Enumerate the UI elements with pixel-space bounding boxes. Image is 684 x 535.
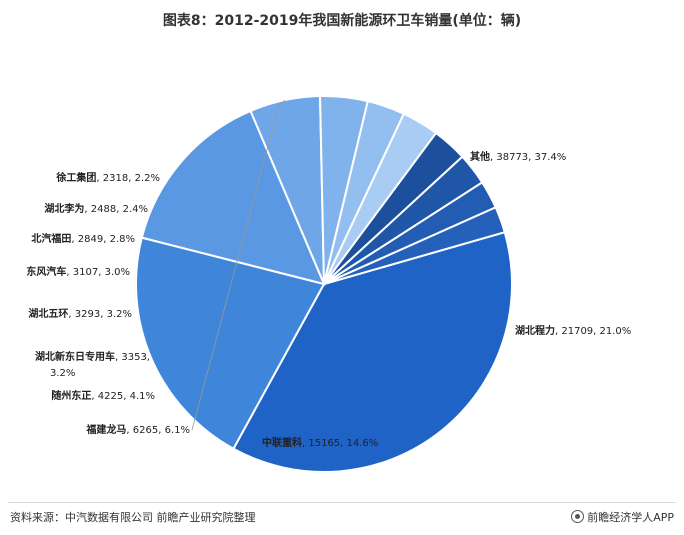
leader-lines [191,99,285,431]
pie-slice [323,206,506,285]
slice-label: 福建龙马, 6265, 6.1% [85,423,190,436]
pie-slice [135,236,326,451]
pie-slice [232,230,513,473]
leader-line [191,99,285,431]
slice-label: 湖北李为, 2488, 2.4% [44,202,148,215]
slice-label: 东风汽车, 3107, 3.0% [26,265,130,278]
footer-divider [8,502,676,503]
slice-label: 湖北程力, 21709, 21.0% [515,324,631,337]
pie-slice [140,109,326,286]
brand-logo-icon [571,510,585,523]
chart-title: 图表8：2012-2019年我国新能源环卫车销量(单位：辆) [162,13,522,29]
slice-label: 随州东正, 4225, 4.1% [51,389,155,402]
pie-slices [135,95,513,473]
slice-label: 中联重科, 15165, 14.6% [262,436,378,449]
brand-text: 前瞻经济学人APP [587,511,674,524]
pie-chart: 其他, 38773, 37.4% 湖北程力, 21709, 21.0% 中联重科, … [26,95,631,473]
slice-label: 湖北新东日专用车, 3353, 3.2% [35,350,150,379]
source-note: 资料来源：中汽数据有限公司 前瞻产业研究院整理 [10,511,256,524]
slice-labels: 其他, 38773, 37.4% 湖北程力, 21709, 21.0% 中联重科, … [26,150,631,449]
slice-label: 北汽福田, 2849, 2.8% [31,232,135,245]
brand-mark: 前瞻经济学人APP [571,509,674,525]
slice-label: 徐工集团, 2318, 2.2% [55,171,160,184]
slice-label: 其他, 38773, 37.4% [470,150,566,163]
slice-label: 湖北五环, 3293, 3.2% [28,307,132,320]
